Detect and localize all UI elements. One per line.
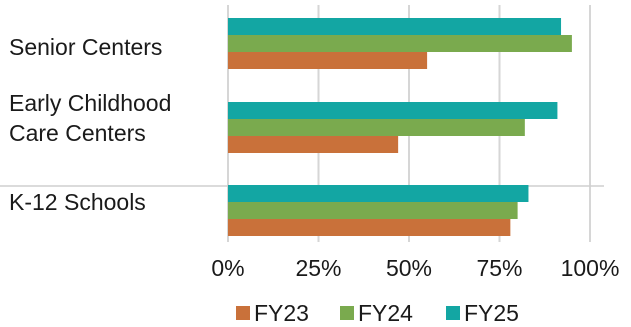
- x-tick-label: 0%: [211, 255, 244, 281]
- x-tick-label: 75%: [476, 255, 522, 281]
- bar-fy24-0: [228, 35, 572, 52]
- legend-label-fy23: FY23: [254, 300, 309, 326]
- legend: FY23 FY24 FY25: [236, 300, 519, 326]
- category-label: K-12 Schools: [9, 189, 146, 215]
- category-label: Senior Centers: [9, 34, 162, 60]
- bars-group: [228, 18, 572, 236]
- x-tick-label: 25%: [295, 255, 341, 281]
- legend-swatch-fy23: [236, 306, 250, 320]
- category-label: Care Centers: [9, 120, 146, 146]
- legend-swatch-fy25: [446, 306, 460, 320]
- bar-fy23-1: [228, 136, 399, 153]
- bar-fy24-2: [228, 202, 518, 219]
- category-label: Early Childhood: [9, 90, 171, 116]
- bar-fy24-1: [228, 119, 525, 136]
- bar-fy25-2: [228, 185, 529, 202]
- legend-label-fy25: FY25: [464, 300, 519, 326]
- legend-label-fy24: FY24: [358, 300, 413, 326]
- x-tick-labels: 0% 25% 50% 75% 100%: [211, 255, 619, 281]
- x-tick-label: 100%: [561, 255, 620, 281]
- bar-fy25-1: [228, 102, 558, 119]
- category-labels: Senior Centers Early Childhood Care Center…: [9, 34, 171, 215]
- x-tick-label: 50%: [386, 255, 432, 281]
- bar-fy23-0: [228, 52, 428, 69]
- bar-fy25-0: [228, 18, 562, 35]
- legend-swatch-fy24: [340, 306, 354, 320]
- bar-fy23-2: [228, 219, 511, 236]
